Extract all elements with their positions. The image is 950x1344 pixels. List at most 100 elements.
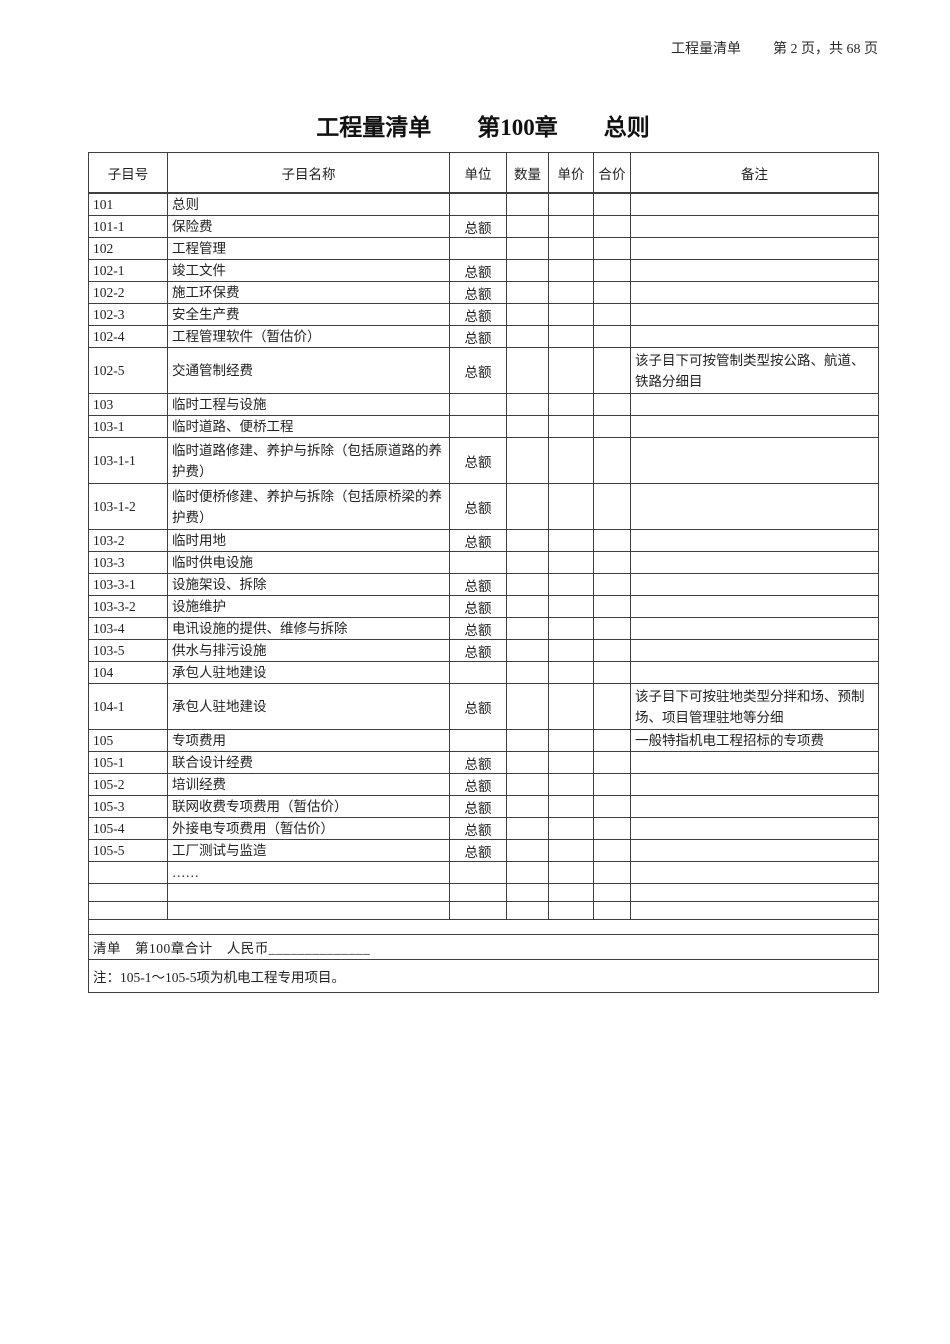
cell-subitem-id: 102 bbox=[88, 237, 168, 260]
cell-quantity bbox=[506, 325, 549, 348]
cell-subitem-name: 工厂测试与监造 bbox=[167, 839, 450, 862]
cell-unit: 总额 bbox=[449, 839, 507, 862]
cell-subitem-name: 专项费用 bbox=[167, 729, 450, 752]
cell-unit-price bbox=[548, 393, 594, 416]
cell-amount bbox=[593, 683, 631, 730]
cell-note bbox=[630, 281, 879, 304]
cell-quantity bbox=[506, 393, 549, 416]
cell-amount bbox=[593, 573, 631, 596]
cell-quantity bbox=[506, 483, 549, 530]
cell-subitem-id: 103-3-2 bbox=[88, 595, 168, 618]
cell-subitem-name: 总则 bbox=[167, 192, 450, 216]
cell-unit: 总额 bbox=[449, 595, 507, 618]
cell-amount bbox=[593, 773, 631, 796]
cell-amount bbox=[593, 729, 631, 752]
cell-unit-price bbox=[548, 347, 594, 394]
cell-amount bbox=[593, 661, 631, 684]
cell-unit: 总额 bbox=[449, 795, 507, 818]
table-row: …… bbox=[88, 861, 879, 884]
cell-amount bbox=[593, 795, 631, 818]
cell-amount bbox=[593, 901, 631, 920]
cell-subitem-name: 培训经费 bbox=[167, 773, 450, 796]
table-row: 103-5 供水与排污设施 总额 bbox=[88, 639, 879, 662]
footnote-text: 注：105-1～105-5项为机电工程专用项目。 bbox=[88, 959, 879, 993]
cell-quantity bbox=[506, 883, 549, 902]
cell-unit bbox=[449, 237, 507, 260]
cell-amount bbox=[593, 617, 631, 640]
cell-amount bbox=[593, 393, 631, 416]
cell-subitem-id: 103-4 bbox=[88, 617, 168, 640]
cell-unit-price bbox=[548, 729, 594, 752]
cell-subitem-id bbox=[88, 883, 168, 902]
column-header-unit: 单位 bbox=[449, 152, 507, 194]
cell-unit-price bbox=[548, 437, 594, 484]
cell-amount bbox=[593, 325, 631, 348]
cell-subitem-id: 102-2 bbox=[88, 281, 168, 304]
cell-unit bbox=[449, 415, 507, 438]
cell-unit-price bbox=[548, 617, 594, 640]
cell-subitem-id bbox=[88, 901, 168, 920]
cell-amount bbox=[593, 259, 631, 282]
cell-unit-price bbox=[548, 773, 594, 796]
cell-quantity bbox=[506, 817, 549, 840]
cell-amount bbox=[593, 529, 631, 552]
cell-unit-price bbox=[548, 683, 594, 730]
cell-subitem-id: 103-1-1 bbox=[88, 437, 168, 484]
cell-unit-price bbox=[548, 639, 594, 662]
cell-unit-price bbox=[548, 573, 594, 596]
footnote-row: 注：105-1～105-5项为机电工程专用项目。 bbox=[88, 959, 879, 993]
cell-note bbox=[630, 325, 879, 348]
cell-quantity bbox=[506, 573, 549, 596]
table-row: 105-2 培训经费 总额 bbox=[88, 773, 879, 796]
cell-subitem-name: 联合设计经费 bbox=[167, 751, 450, 774]
cell-subitem-id: 103-2 bbox=[88, 529, 168, 552]
cell-quantity bbox=[506, 237, 549, 260]
cell-note: 一般特指机电工程招标的专项费 bbox=[630, 729, 879, 752]
table-row bbox=[88, 901, 879, 920]
cell-unit: 总额 bbox=[449, 437, 507, 484]
cell-quantity bbox=[506, 303, 549, 326]
cell-subitem-id: 105 bbox=[88, 729, 168, 752]
cell-note bbox=[630, 795, 879, 818]
cell-unit: 总额 bbox=[449, 303, 507, 326]
cell-amount bbox=[593, 303, 631, 326]
cell-subitem-id: 103-1 bbox=[88, 415, 168, 438]
cell-subitem-id: 103 bbox=[88, 393, 168, 416]
cell-subitem-name: 外接电专项费用（暂估价） bbox=[167, 817, 450, 840]
cell-amount bbox=[593, 281, 631, 304]
cell-unit-price bbox=[548, 817, 594, 840]
cell-note bbox=[630, 883, 879, 902]
table-row: 103-4 电讯设施的提供、维修与拆除 总额 bbox=[88, 617, 879, 640]
cell-unit: 总额 bbox=[449, 639, 507, 662]
cell-note bbox=[630, 303, 879, 326]
cell-amount bbox=[593, 215, 631, 238]
cell-subitem-name bbox=[167, 883, 450, 902]
page-header-page-info: 第 2 页，共 68 页 bbox=[773, 42, 878, 57]
cell-subitem-name: 临时供电设施 bbox=[167, 551, 450, 574]
cell-subitem-name: 施工环保费 bbox=[167, 281, 450, 304]
table-row: 102-2 施工环保费 总额 bbox=[88, 281, 879, 304]
cell-quantity bbox=[506, 839, 549, 862]
cell-unit-price bbox=[548, 551, 594, 574]
cell-subitem-name: 联网收费专项费用（暂估价） bbox=[167, 795, 450, 818]
column-header-amount: 合价 bbox=[593, 152, 631, 194]
cell-quantity bbox=[506, 192, 549, 216]
cell-subitem-id: 105-2 bbox=[88, 773, 168, 796]
table-row: 101-1 保险费 总额 bbox=[88, 215, 879, 238]
cell-unit-price bbox=[548, 883, 594, 902]
cell-subitem-name: 保险费 bbox=[167, 215, 450, 238]
cell-unit-price bbox=[548, 795, 594, 818]
table-row: 105-5 工厂测试与监造 总额 bbox=[88, 839, 879, 862]
cell-note bbox=[630, 617, 879, 640]
cell-subitem-id: 103-3-1 bbox=[88, 573, 168, 596]
cell-quantity bbox=[506, 259, 549, 282]
table-row: 103-3-2 设施维护 总额 bbox=[88, 595, 879, 618]
cell-subitem-id: 102-3 bbox=[88, 303, 168, 326]
cell-note bbox=[630, 259, 879, 282]
cell-unit-price bbox=[548, 861, 594, 884]
cell-unit: 总额 bbox=[449, 259, 507, 282]
cell-unit bbox=[449, 901, 507, 920]
cell-subitem-id: 102-5 bbox=[88, 347, 168, 394]
cell-unit bbox=[449, 729, 507, 752]
cell-subitem-id: 104 bbox=[88, 661, 168, 684]
